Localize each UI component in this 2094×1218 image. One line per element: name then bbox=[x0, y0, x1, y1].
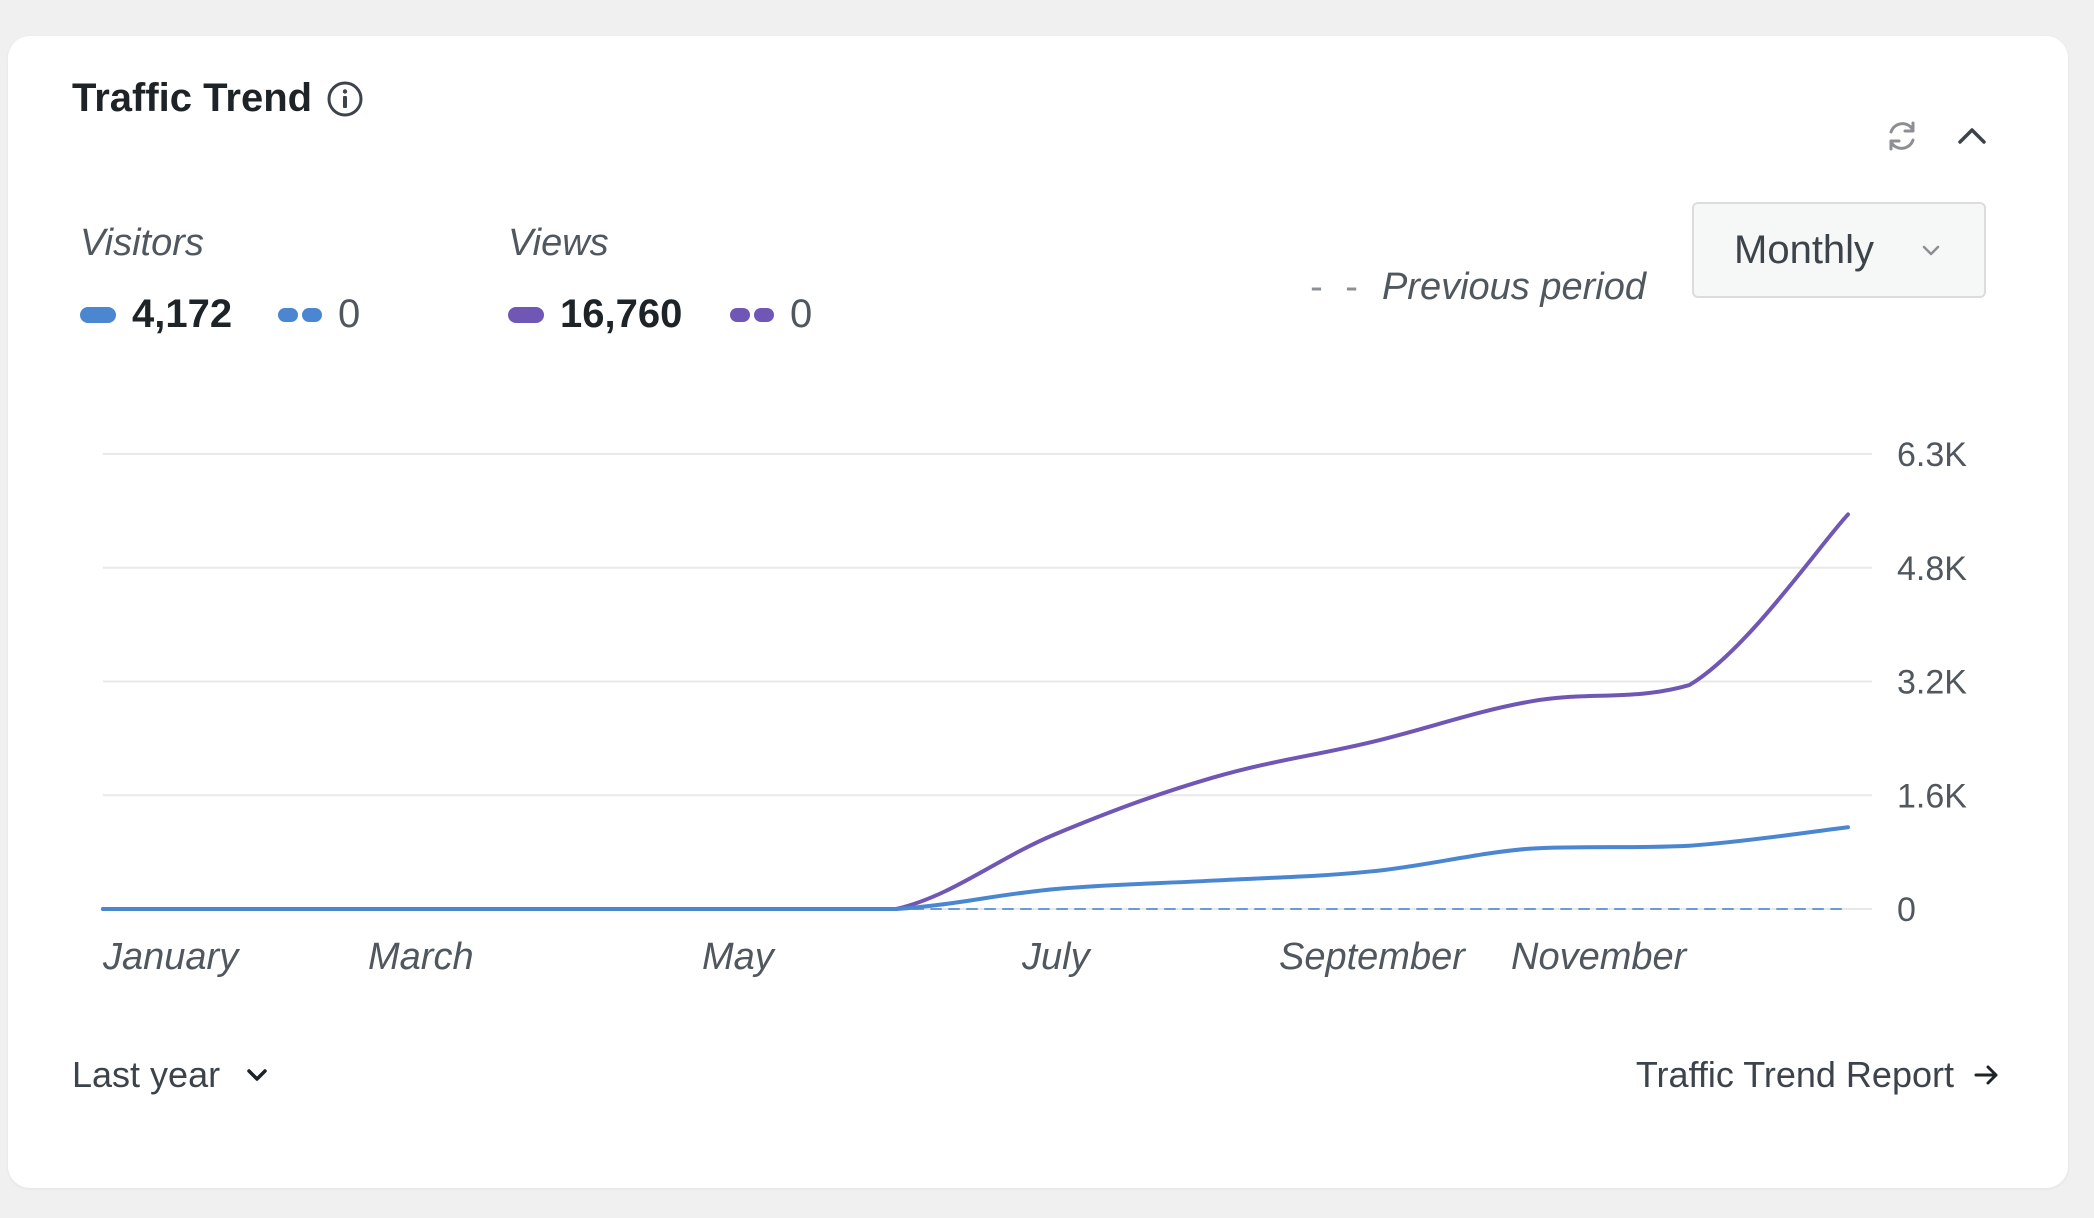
y-tick-label: 0 bbox=[1897, 891, 1916, 929]
chart-series bbox=[101, 512, 1850, 912]
y-tick-label: 3.2K bbox=[1897, 664, 1967, 702]
previous-period-dash: - - bbox=[1310, 266, 1364, 308]
x-tick-label: May bbox=[702, 936, 776, 978]
chevron-down-icon bbox=[1922, 245, 1940, 256]
refresh-icon[interactable] bbox=[1880, 114, 1924, 158]
previous-period-label: Previous period bbox=[1381, 266, 1646, 308]
x-tick-label: September bbox=[1279, 936, 1466, 978]
widget-title: Traffic Trend bbox=[72, 76, 313, 120]
views-legend-current[interactable]: 16,760 bbox=[508, 292, 682, 337]
views-current-value: 16,760 bbox=[560, 292, 683, 336]
x-tick-label: March bbox=[368, 936, 474, 978]
visitors-previous-value: 0 bbox=[338, 292, 361, 336]
x-axis-tick-labels: January March May July September November bbox=[102, 936, 1688, 978]
visitors-series-line bbox=[101, 825, 1850, 912]
views-dashed-swatch bbox=[730, 307, 774, 322]
date-range-label: Last year bbox=[72, 1054, 221, 1095]
visitors-legend-current[interactable]: 4,172 bbox=[80, 292, 232, 337]
x-tick-label: November bbox=[1511, 936, 1688, 978]
x-tick-label: January bbox=[102, 936, 240, 978]
y-tick-label: 1.6K bbox=[1897, 777, 1967, 815]
previous-period-legend: - - Previous period bbox=[1310, 266, 1646, 309]
visitors-legend-previous[interactable]: 0 bbox=[278, 292, 360, 337]
period-select-value: Monthly bbox=[1734, 227, 1875, 272]
info-icon[interactable] bbox=[326, 80, 364, 118]
visitors-solid-swatch bbox=[80, 306, 116, 323]
date-range-dropdown[interactable]: Last year bbox=[72, 1054, 272, 1096]
x-tick-label: July bbox=[1021, 936, 1092, 978]
chevron-up-icon[interactable] bbox=[1950, 114, 1994, 158]
views-legend-label: Views bbox=[508, 222, 609, 264]
widget-header: Traffic Trend bbox=[72, 76, 364, 121]
views-previous-value: 0 bbox=[790, 292, 813, 336]
chart-grid bbox=[103, 453, 1872, 910]
traffic-trend-report-link[interactable]: Traffic Trend Report bbox=[1636, 1054, 2002, 1096]
period-select[interactable]: Monthly bbox=[1692, 202, 1986, 298]
views-series-line bbox=[101, 512, 1850, 912]
chevron-down-icon bbox=[247, 1069, 267, 1081]
arrow-right-icon bbox=[1974, 1065, 1998, 1085]
y-axis-tick-labels: 0 1.6K 3.2K 4.8K 6.3K bbox=[1897, 436, 1967, 929]
y-tick-label: 4.8K bbox=[1897, 550, 1967, 588]
y-tick-label: 6.3K bbox=[1897, 436, 1967, 474]
views-solid-swatch bbox=[508, 306, 544, 323]
visitors-legend-label: Visitors bbox=[80, 222, 204, 264]
views-legend-previous[interactable]: 0 bbox=[730, 292, 812, 337]
visitors-dashed-swatch bbox=[278, 307, 322, 322]
visitors-current-value: 4,172 bbox=[132, 292, 233, 336]
report-link-label: Traffic Trend Report bbox=[1635, 1054, 1954, 1095]
traffic-trend-chart: 0 1.6K 3.2K 4.8K 6.3K January March May July Sep… bbox=[101, 436, 1967, 978]
